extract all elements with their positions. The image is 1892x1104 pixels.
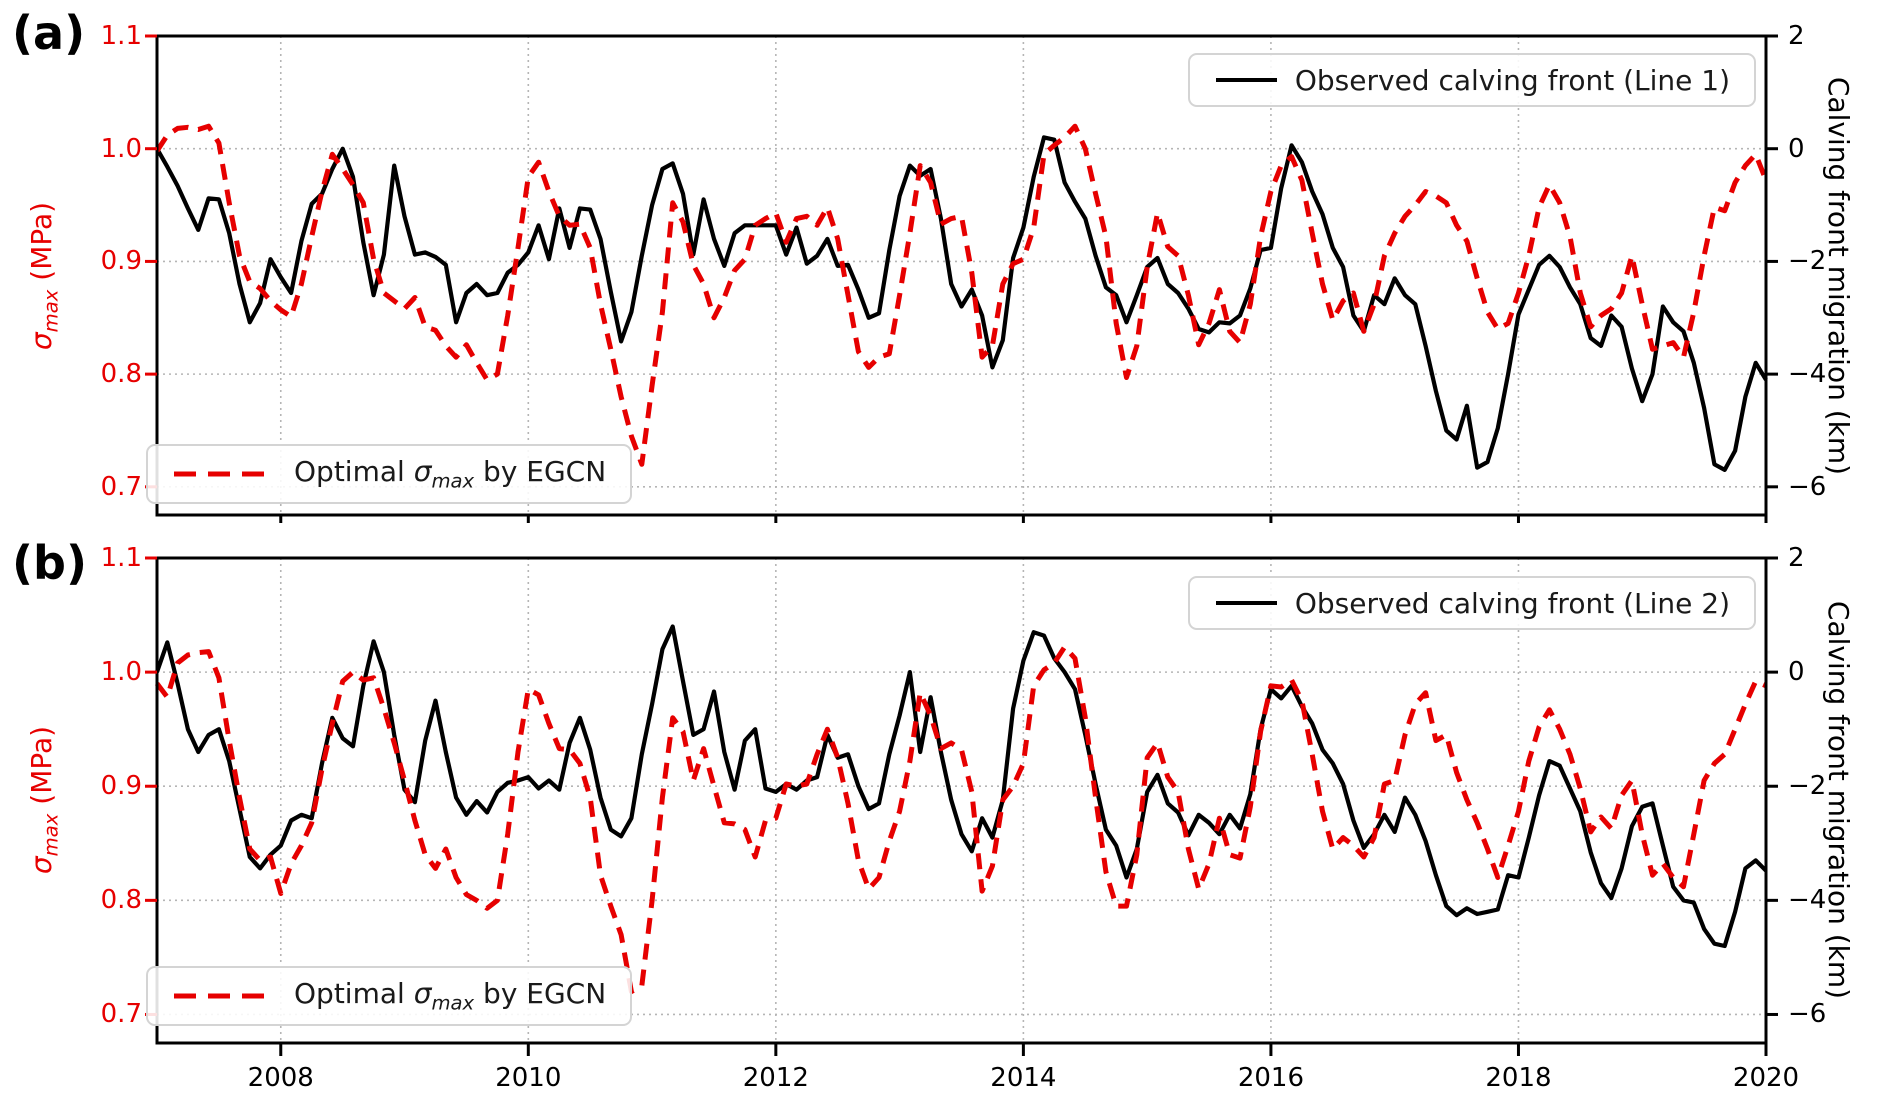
panel-b-letter: (b)	[12, 536, 87, 590]
y-right-tick-label: 0	[1788, 657, 1805, 688]
y-right-tick-label: −4	[1788, 885, 1827, 916]
observed-line-sample	[1216, 601, 1277, 605]
sigma-subscript: max	[39, 289, 63, 333]
y-right-tick-label: −2	[1788, 246, 1827, 277]
observed-front-line-b	[155, 624, 1768, 949]
x-tick-label: 2018	[1485, 1063, 1552, 1093]
legend-observed-b: Observed calving front (Line 2)	[1188, 576, 1756, 630]
optimal-sigma-line-b	[155, 644, 1768, 995]
y-left-tick-label: 0.7	[100, 471, 142, 502]
x-tick-label: 2010	[495, 1063, 562, 1093]
y-left-tick-label: 0.8	[100, 359, 142, 390]
panel-b	[145, 556, 1778, 1056]
y-left-tick-label: 0.9	[100, 771, 142, 802]
y-left-tick-label: 0.9	[100, 246, 142, 277]
legend-optimal-b: Optimal σmax by EGCN	[146, 966, 633, 1026]
y-left-tick-label: 1.1	[100, 543, 142, 573]
x-tick-label: 2014	[990, 1063, 1057, 1093]
y-left-tick-label: 0.8	[100, 885, 142, 916]
y-right-tick-label: 2	[1788, 543, 1805, 573]
y-left-tick-label: 1.1	[100, 21, 142, 51]
y-right-tick-label: 2	[1788, 21, 1805, 51]
x-tick-label: 2012	[742, 1063, 809, 1093]
legend-optimal-b-label: Optimal σmax by EGCN	[294, 977, 607, 1015]
optimal-line-sample	[174, 471, 274, 477]
x-tick-label: 2020	[1732, 1063, 1800, 1093]
y-right-tick-label: −4	[1788, 359, 1827, 390]
x-tick-label: 2008	[247, 1063, 314, 1093]
panel-a-letter: (a)	[12, 6, 86, 60]
legend-optimal-a: Optimal σmax by EGCN	[146, 444, 633, 504]
x-tick-label: 2016	[1237, 1063, 1304, 1093]
plot-frame	[155, 556, 1768, 1045]
panel-a	[145, 34, 1778, 523]
observed-line-sample	[1216, 78, 1277, 82]
sigma-symbol: σ	[25, 332, 58, 351]
y-right-tick-label: −6	[1788, 471, 1827, 502]
plot-frame	[155, 34, 1768, 517]
sigma-symbol: σ	[25, 856, 58, 875]
legend-optimal-a-label: Optimal σmax by EGCN	[294, 455, 607, 493]
y-right-tick-label: −6	[1788, 999, 1827, 1030]
y-left-tick-label: 0.7	[100, 999, 142, 1030]
y-left-tick-label: 1.0	[100, 657, 142, 688]
optimal-line-sample	[174, 993, 274, 999]
y-right-tick-label: −2	[1788, 771, 1827, 802]
legend-observed-a-label: Observed calving front (Line 1)	[1294, 63, 1730, 97]
legend-observed-a: Observed calving front (Line 1)	[1188, 53, 1756, 107]
legend-observed-b-label: Observed calving front (Line 2)	[1294, 586, 1730, 620]
sigma-subscript: max	[39, 813, 63, 857]
y-left-tick-label: 1.0	[100, 133, 142, 164]
observed-front-line-a	[155, 135, 1768, 472]
y-right-tick-label: 0	[1788, 133, 1805, 164]
